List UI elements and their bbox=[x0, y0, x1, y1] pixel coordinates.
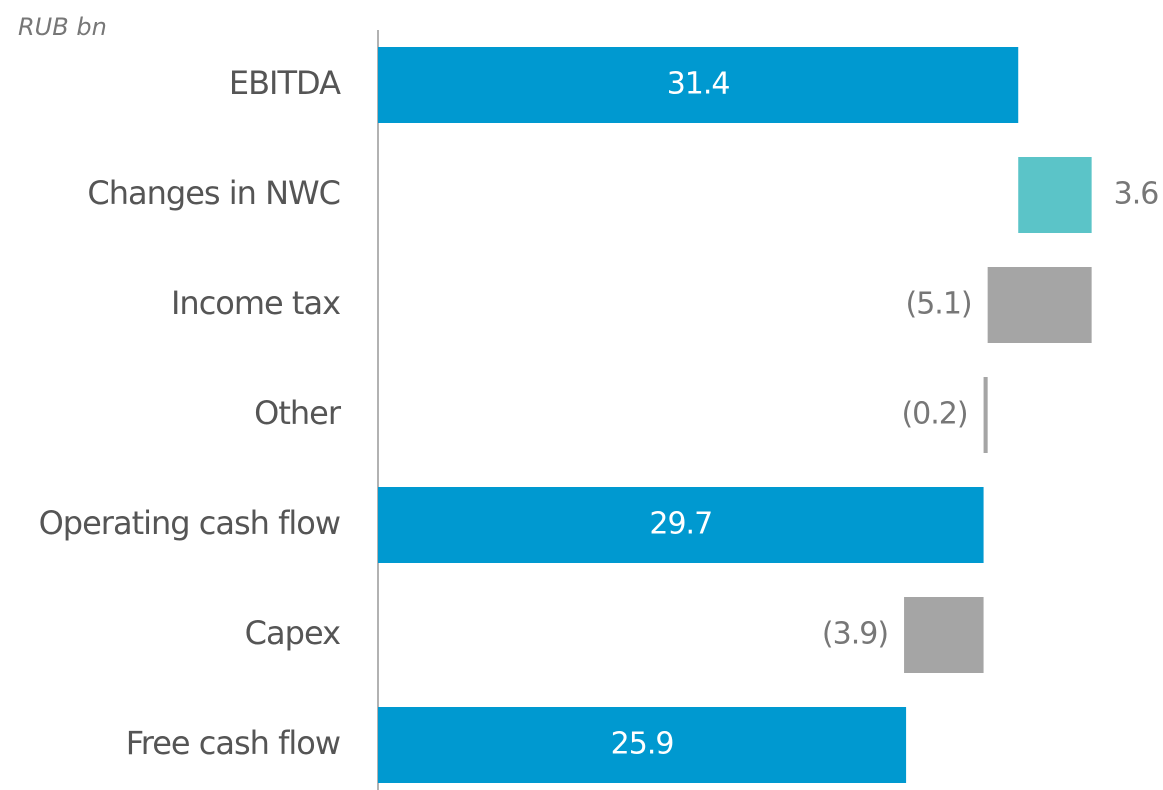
category-label: Capex bbox=[245, 614, 340, 652]
value-label: (0.2) bbox=[901, 397, 967, 432]
category-label: Free cash flow bbox=[126, 724, 340, 762]
unit-label: RUB bn bbox=[18, 13, 107, 41]
value-label: 25.9 bbox=[611, 727, 674, 762]
value-label: 31.4 bbox=[667, 67, 730, 102]
value-label: 3.6 bbox=[1114, 177, 1159, 212]
category-label: Operating cash flow bbox=[39, 504, 340, 542]
category-label: Changes in NWC bbox=[87, 174, 340, 212]
category-label: Income tax bbox=[171, 284, 340, 322]
bar bbox=[987, 267, 1092, 343]
bar bbox=[378, 707, 907, 783]
category-label: Other bbox=[254, 394, 342, 432]
bar bbox=[1018, 157, 1092, 233]
category-label: EBITDA bbox=[229, 64, 341, 102]
value-label: (5.1) bbox=[906, 287, 972, 322]
value-label: 29.7 bbox=[649, 507, 712, 542]
bar bbox=[983, 377, 988, 453]
bar bbox=[378, 47, 1019, 123]
value-label: (3.9) bbox=[822, 617, 888, 652]
bar bbox=[378, 487, 984, 563]
bar bbox=[904, 597, 984, 673]
